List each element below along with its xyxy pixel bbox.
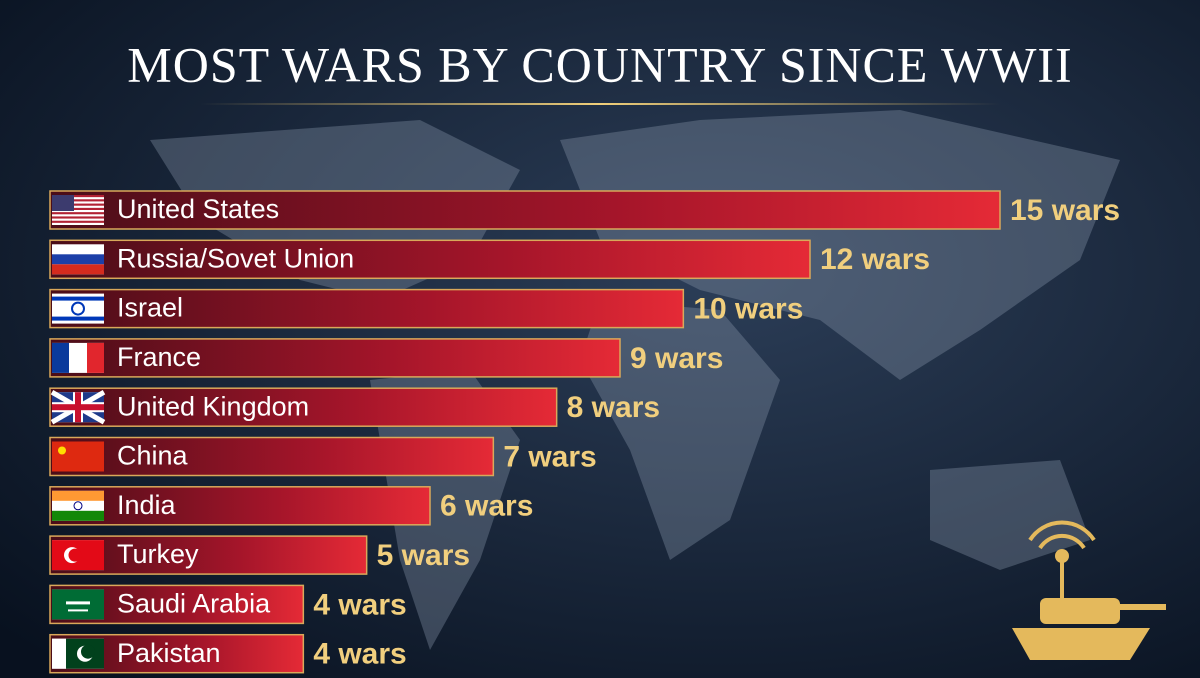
flag-part [52, 404, 104, 411]
category-label: India [117, 490, 177, 520]
flag [52, 293, 104, 324]
bar [49, 486, 431, 526]
flag-part [52, 264, 104, 275]
flag-part [52, 638, 66, 669]
category-label: France [117, 342, 201, 372]
value-label: 4 wars [313, 588, 406, 621]
flag-part [81, 644, 95, 659]
bar [49, 288, 685, 329]
flag-part [52, 203, 104, 206]
flag-part [68, 609, 88, 612]
flag-part [52, 316, 104, 321]
flag-part [71, 301, 85, 316]
value-label: 12 wars [820, 243, 930, 276]
flag-part [73, 501, 83, 511]
flag-part [52, 342, 69, 373]
flag-part [52, 254, 104, 265]
bar [49, 338, 621, 378]
bar [49, 436, 495, 477]
flag-part [52, 195, 104, 198]
flag [52, 244, 104, 275]
flag-part [52, 510, 104, 521]
flag [52, 195, 104, 225]
value-label: 7 wars [503, 440, 596, 473]
bar [49, 239, 811, 280]
category-label: Israel [117, 293, 183, 323]
category-label: United States [117, 194, 279, 224]
flag-part [58, 446, 66, 455]
bar [49, 190, 1001, 230]
flag [50, 390, 106, 425]
bar [49, 387, 558, 427]
flag-part [87, 342, 104, 373]
category-label: United Kingdom [117, 391, 309, 421]
category-label: Saudi Arabia [117, 589, 271, 619]
category-label: Turkey [117, 539, 199, 569]
category-label: Russia/Sovet Union [117, 243, 354, 273]
chart-title: MOST WARS BY COUNTRY SINCE WWII [127, 36, 1072, 92]
flag [52, 638, 104, 669]
title-rule [200, 103, 1000, 105]
flag-part [52, 212, 104, 215]
flag-part [52, 296, 104, 301]
flag [52, 490, 104, 521]
flag-part [52, 490, 104, 501]
value-label: 8 wars [567, 391, 660, 424]
flag [52, 589, 104, 620]
value-label: 5 wars [377, 539, 470, 572]
value-label: 15 wars [1010, 194, 1120, 227]
value-label: 10 wars [693, 293, 803, 326]
value-label: 6 wars [440, 490, 533, 523]
flag-part [52, 441, 104, 472]
value-label: 9 wars [630, 342, 723, 375]
flag-part [66, 601, 90, 605]
flag [52, 342, 104, 373]
value-label: 4 wars [313, 638, 406, 671]
flag-part [68, 548, 82, 562]
flag [52, 441, 104, 472]
flag [52, 540, 104, 571]
flag-part [52, 216, 104, 219]
category-label: Pakistan [117, 638, 221, 668]
flag-part [52, 207, 104, 210]
tank-icon [1012, 520, 1166, 660]
flag-part [52, 195, 74, 211]
category-label: China [117, 441, 189, 471]
flag-part [52, 199, 104, 202]
flag-part [52, 220, 104, 223]
